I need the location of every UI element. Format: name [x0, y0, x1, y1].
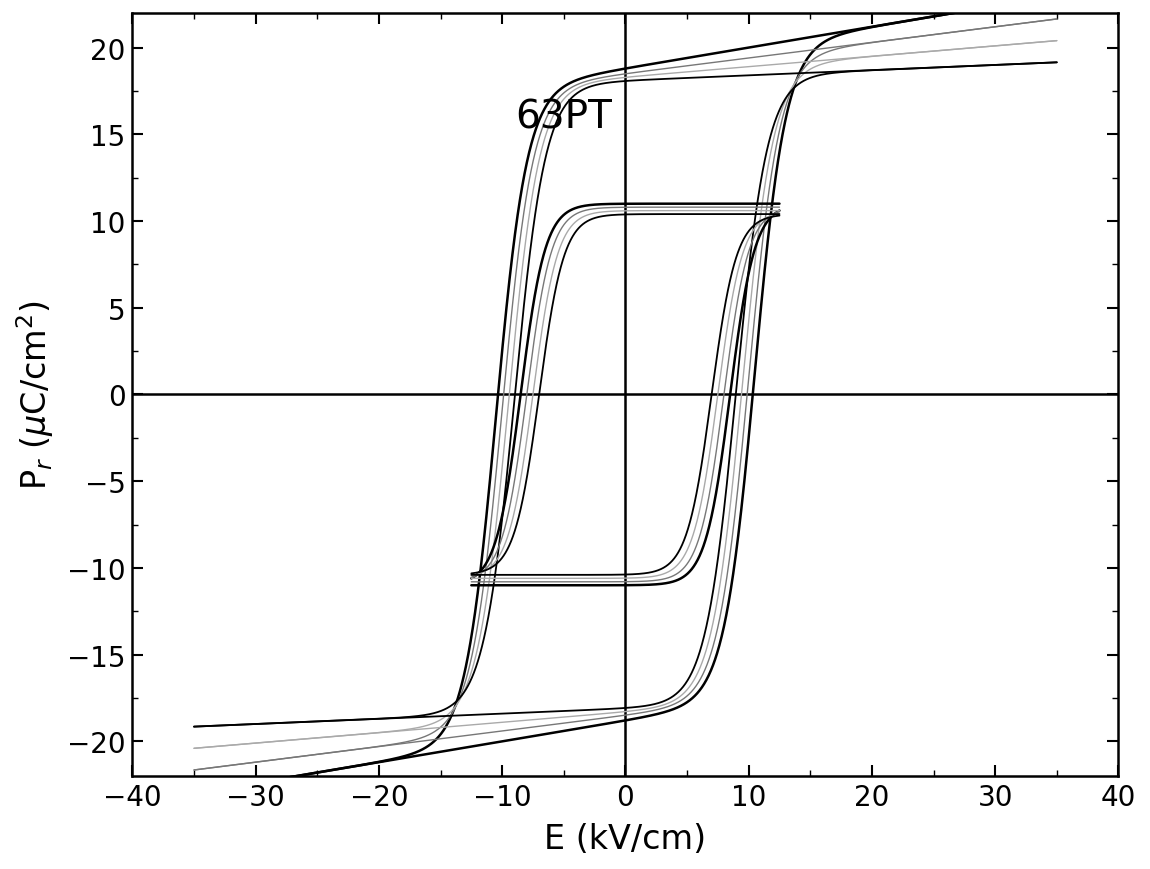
- X-axis label: E (kV/cm): E (kV/cm): [544, 822, 706, 855]
- Text: 63PT: 63PT: [515, 99, 612, 136]
- Y-axis label: P$_r$ ($\mu$C/cm$^2$): P$_r$ ($\mu$C/cm$^2$): [14, 301, 55, 490]
